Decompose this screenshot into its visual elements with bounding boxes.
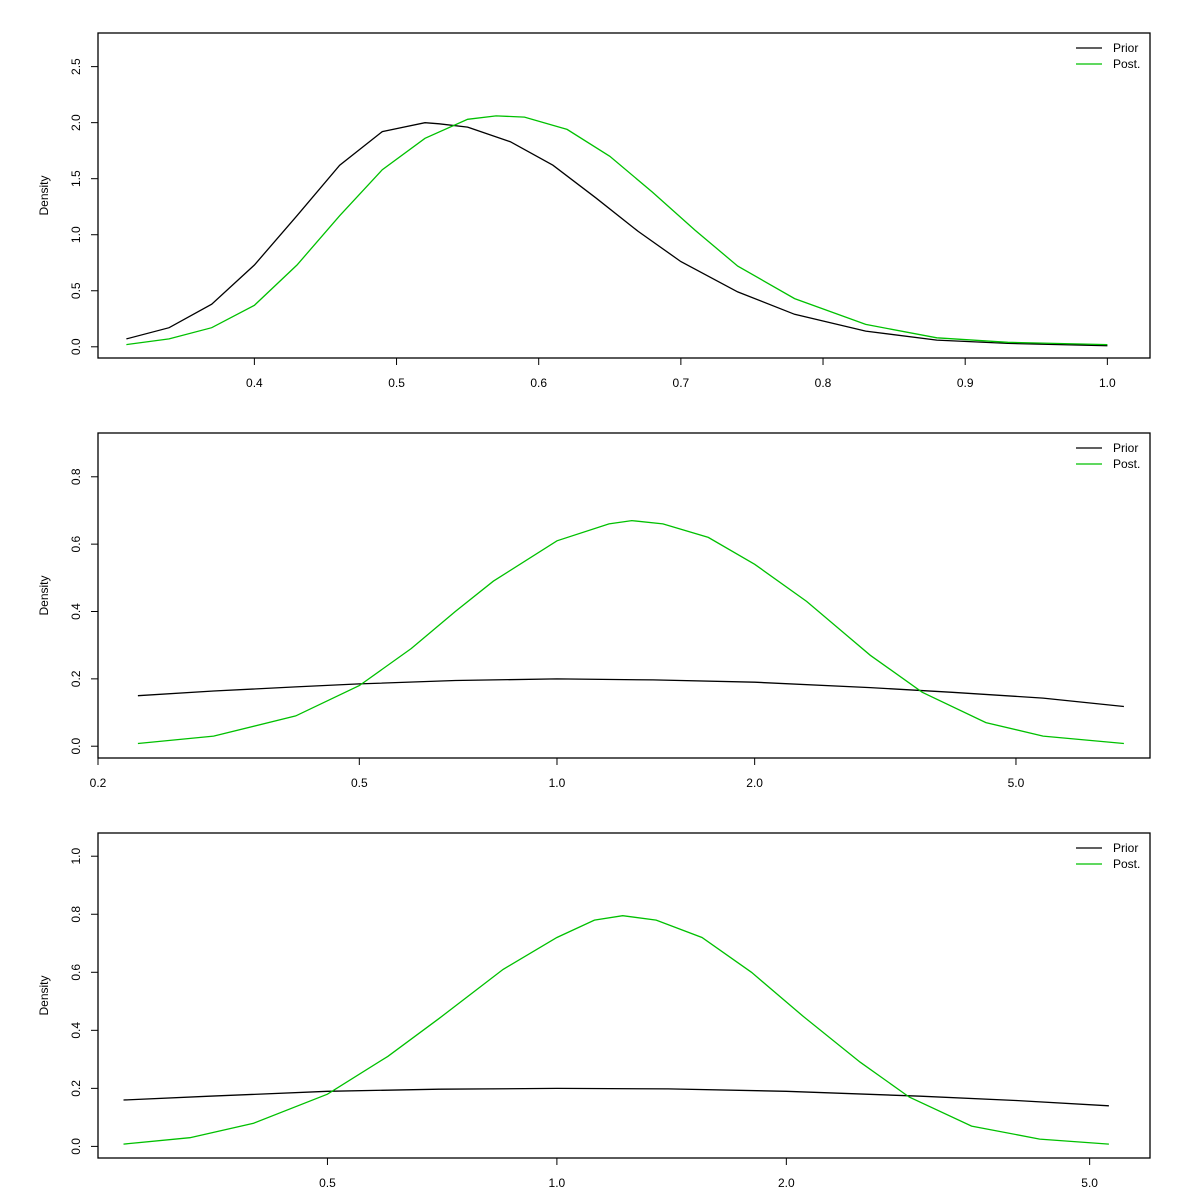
y-axis: 0.0 0.5 1.0 1.5 2.0 2.5 xyxy=(69,58,99,355)
x-tick-label: 1.0 xyxy=(549,776,566,790)
y-axis-title: Density xyxy=(37,175,51,215)
x-tick-label: 1.0 xyxy=(1099,376,1116,390)
legend-label: Prior xyxy=(1113,441,1138,455)
legend-label: Post. xyxy=(1113,857,1140,871)
legend: Prior Post. xyxy=(1076,441,1140,471)
series-line-prior xyxy=(123,1087,1109,1107)
x-axis: 0.2 0.5 1.0 2.0 5.0 xyxy=(90,757,1025,790)
legend-label: Prior xyxy=(1113,41,1138,55)
x-tick-label: 2.0 xyxy=(778,1176,795,1190)
y-axis-title: Density xyxy=(37,975,51,1015)
x-tick-label: 0.7 xyxy=(673,376,690,390)
legend: Prior Post. xyxy=(1076,41,1140,71)
plot-frame xyxy=(97,32,1151,359)
y-tick-label: 1.0 xyxy=(69,848,83,865)
legend-item: Post. xyxy=(1076,457,1140,471)
y-tick-label: 0.6 xyxy=(69,535,83,552)
y-tick-label: 0.4 xyxy=(69,1022,83,1039)
legend-label: Post. xyxy=(1113,457,1140,471)
series-line-post xyxy=(123,915,1109,1145)
legend: Prior Post. xyxy=(1076,841,1140,871)
y-tick-label: 0.0 xyxy=(69,338,83,355)
y-axis-title: Density xyxy=(37,575,51,615)
y-tick-label: 0.0 xyxy=(69,1138,83,1155)
x-tick-label: 0.4 xyxy=(246,376,263,390)
plot-frame xyxy=(97,832,1151,1159)
legend-item: Post. xyxy=(1076,57,1140,71)
y-tick-label: 2.0 xyxy=(69,114,83,131)
panel-1: 0.4 0.5 0.6 0.7 0.8 0.9 1.0 0.0 0.5 1.0 1.5 2.0 2.5 D… xyxy=(37,32,1151,390)
x-tick-label: 0.5 xyxy=(351,776,368,790)
y-tick-label: 0.5 xyxy=(69,282,83,299)
panel-2: 0.2 0.5 1.0 2.0 5.0 0.0 0.2 0.4 0.6 0.8 Density Pri… xyxy=(37,432,1151,790)
x-tick-label: 0.2 xyxy=(90,776,107,790)
plot-frame xyxy=(97,432,1151,759)
x-tick-label: 2.0 xyxy=(746,776,763,790)
series-line-post xyxy=(126,115,1108,346)
y-tick-label: 0.8 xyxy=(69,468,83,485)
x-tick-label: 0.6 xyxy=(530,376,547,390)
y-tick-label: 0.0 xyxy=(69,738,83,755)
y-tick-label: 2.5 xyxy=(69,58,83,75)
legend-label: Post. xyxy=(1113,57,1140,71)
legend-item: Post. xyxy=(1076,857,1140,871)
x-tick-label: 5.0 xyxy=(1081,1176,1098,1190)
x-tick-label: 0.5 xyxy=(319,1176,336,1190)
x-axis: 0.4 0.5 0.6 0.7 0.8 0.9 1.0 xyxy=(246,357,1116,390)
legend-label: Prior xyxy=(1113,841,1138,855)
series-line-post xyxy=(137,519,1124,745)
y-axis: 0.0 0.2 0.4 0.6 0.8 xyxy=(69,468,99,755)
y-axis: 0.0 0.2 0.4 0.6 0.8 1.0 xyxy=(69,848,99,1155)
legend-item: Prior xyxy=(1076,841,1138,855)
series-line-prior xyxy=(137,678,1124,708)
y-tick-label: 0.2 xyxy=(69,670,83,687)
series-line-prior xyxy=(126,122,1108,347)
y-tick-label: 0.8 xyxy=(69,906,83,923)
x-tick-label: 0.5 xyxy=(388,376,405,390)
x-tick-label: 0.8 xyxy=(815,376,832,390)
legend-item: Prior xyxy=(1076,41,1138,55)
y-tick-label: 0.4 xyxy=(69,603,83,620)
y-tick-label: 1.0 xyxy=(69,226,83,243)
x-tick-label: 5.0 xyxy=(1008,776,1025,790)
panel-3: 0.5 1.0 2.0 5.0 0.0 0.2 0.4 0.6 0.8 1.0 Density Pri… xyxy=(37,832,1151,1190)
x-axis: 0.5 1.0 2.0 5.0 xyxy=(319,1157,1098,1190)
legend-item: Prior xyxy=(1076,441,1138,455)
y-tick-label: 0.2 xyxy=(69,1080,83,1097)
x-tick-label: 0.9 xyxy=(957,376,974,390)
x-tick-label: 1.0 xyxy=(549,1176,566,1190)
y-tick-label: 1.5 xyxy=(69,170,83,187)
y-tick-label: 0.6 xyxy=(69,964,83,981)
